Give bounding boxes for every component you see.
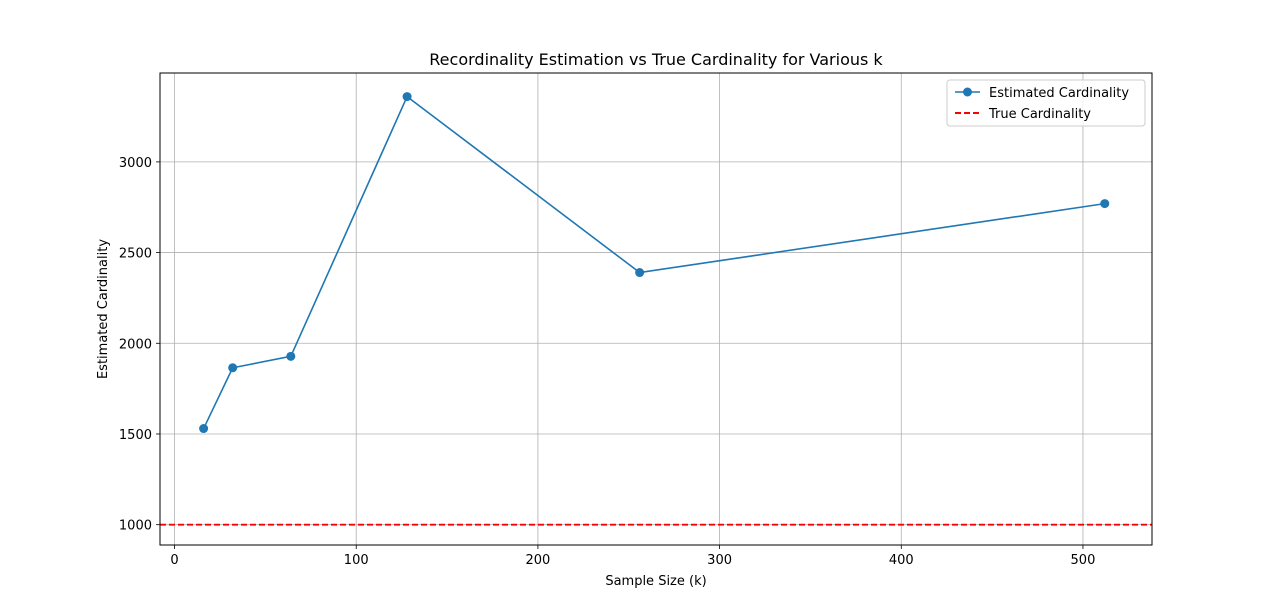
y-tick-label: 1000 xyxy=(119,519,152,534)
data-point xyxy=(635,268,645,278)
y-tick-label: 2000 xyxy=(119,337,152,352)
legend: Estimated Cardinality True Cardinality xyxy=(946,79,1146,127)
x-tick-label: 500 xyxy=(1071,553,1096,568)
chart-title: Recordinality Estimation vs True Cardina… xyxy=(429,50,883,69)
estimated-cardinality-line xyxy=(202,95,1105,429)
x-tick-label: 100 xyxy=(344,553,369,568)
grid xyxy=(160,73,1152,545)
plot-area xyxy=(160,92,1152,526)
legend-label-true: True Cardinality xyxy=(988,107,1091,122)
y-tick-label: 2500 xyxy=(119,247,152,262)
y-axis: 1000 1500 2000 2500 3000 xyxy=(119,156,160,534)
data-point xyxy=(286,351,296,361)
legend-label-estimated: Estimated Cardinality xyxy=(989,86,1129,101)
x-axis: 0 100 200 300 400 500 xyxy=(170,545,1095,568)
data-point xyxy=(228,363,238,373)
legend-box xyxy=(946,79,1146,127)
y-tick-label: 3000 xyxy=(119,156,152,171)
x-tick-label: 400 xyxy=(889,553,914,568)
x-tick-label: 0 xyxy=(170,553,178,568)
legend-marker-estimated xyxy=(963,87,972,97)
x-axis-label: Sample Size (k) xyxy=(605,574,706,589)
axes-frame xyxy=(159,72,1153,546)
data-point xyxy=(1100,199,1110,209)
x-tick-label: 200 xyxy=(525,553,550,568)
x-tick-label: 300 xyxy=(707,553,732,568)
data-point xyxy=(199,424,209,434)
data-point xyxy=(402,92,412,102)
y-tick-label: 1500 xyxy=(119,428,152,443)
y-axis-label: Estimated Cardinality xyxy=(96,239,111,379)
